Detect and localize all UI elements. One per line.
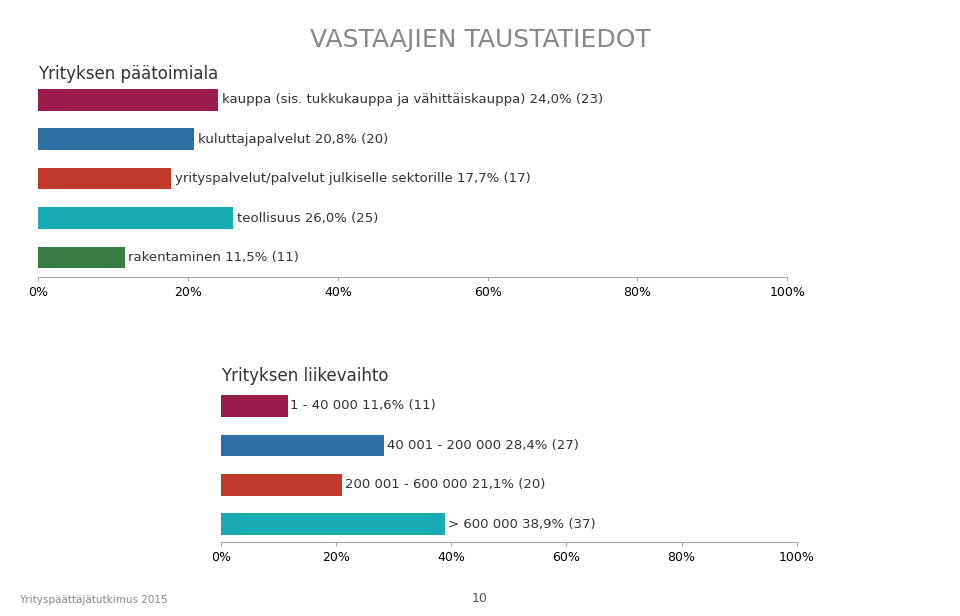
Bar <box>221 434 384 456</box>
Bar <box>221 474 343 496</box>
Text: yrityspalvelut/palvelut julkiselle sektorille 17,7% (17): yrityspalvelut/palvelut julkiselle sekto… <box>175 172 531 185</box>
Text: Yrityspäättäjätutkimus 2015: Yrityspäättäjätutkimus 2015 <box>19 595 168 605</box>
Text: 200 001 - 600 000 21,1% (20): 200 001 - 600 000 21,1% (20) <box>346 478 545 492</box>
Bar <box>38 246 125 268</box>
Text: 10: 10 <box>472 592 488 605</box>
Bar <box>38 128 194 150</box>
Text: kauppa (sis. tukkukauppa ja vähittäiskauppa) 24,0% (23): kauppa (sis. tukkukauppa ja vähittäiskau… <box>222 94 603 107</box>
Text: teollisuus 26,0% (25): teollisuus 26,0% (25) <box>237 211 378 224</box>
Bar <box>221 513 444 535</box>
Text: > 600 000 38,9% (37): > 600 000 38,9% (37) <box>447 517 595 531</box>
Bar <box>38 207 233 229</box>
Text: Yrityksen liikevaihto: Yrityksen liikevaihto <box>221 367 388 384</box>
Bar <box>38 89 218 111</box>
Bar <box>221 395 288 417</box>
Text: Yrityksen päätoimiala: Yrityksen päätoimiala <box>38 65 219 83</box>
Text: rakentaminen 11,5% (11): rakentaminen 11,5% (11) <box>129 251 300 264</box>
Text: 1 - 40 000 11,6% (11): 1 - 40 000 11,6% (11) <box>291 399 436 413</box>
Bar <box>38 168 171 190</box>
Text: kuluttajapalvelut 20,8% (20): kuluttajapalvelut 20,8% (20) <box>198 133 388 146</box>
Text: 40 001 - 200 000 28,4% (27): 40 001 - 200 000 28,4% (27) <box>387 439 579 452</box>
Text: VASTAAJIEN TAUSTATIEDOT: VASTAAJIEN TAUSTATIEDOT <box>310 28 650 52</box>
